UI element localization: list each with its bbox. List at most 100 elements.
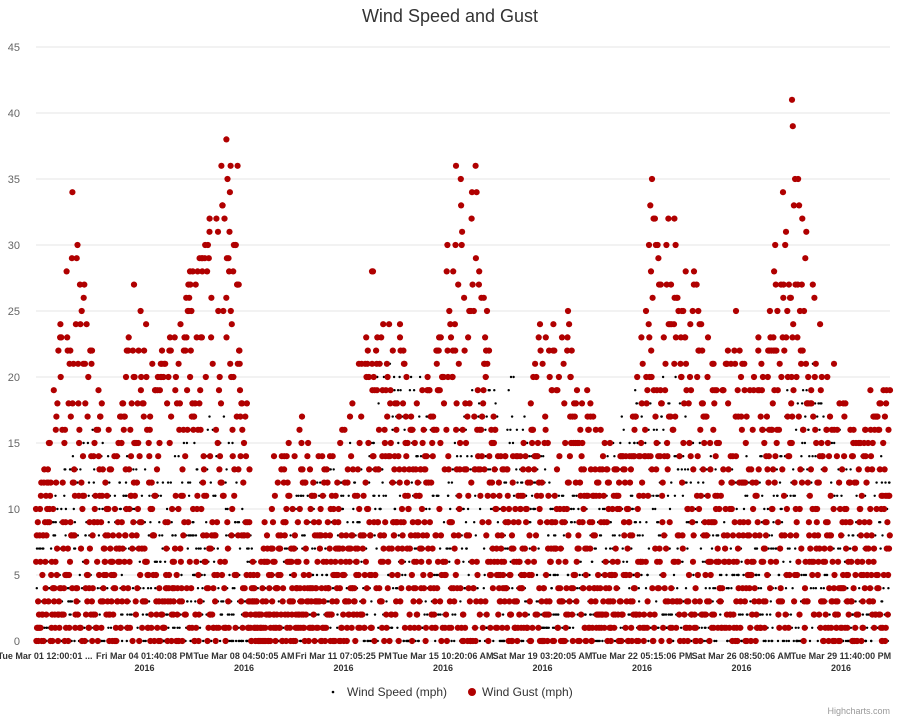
wind-gust-point (610, 598, 616, 604)
wind-speed-point (795, 429, 797, 431)
wind-gust-point (327, 546, 333, 552)
wind-gust-point (235, 466, 241, 472)
wind-gust-point (662, 585, 668, 591)
wind-speed-point (397, 442, 399, 444)
wind-gust-point (421, 585, 427, 591)
wind-gust-point (568, 374, 574, 380)
wind-gust-point (543, 572, 549, 578)
wind-gust-point (359, 612, 365, 618)
wind-gust-point (716, 440, 722, 446)
wind-gust-point (794, 519, 800, 525)
wind-speed-point (302, 495, 304, 497)
wind-gust-point (200, 480, 206, 486)
wind-gust-point (372, 572, 378, 578)
wind-gust-point (365, 348, 371, 354)
wind-gust-point (65, 638, 71, 644)
wind-speed-point (833, 442, 835, 444)
wind-gust-point (784, 506, 790, 512)
wind-speed-point (573, 508, 575, 510)
wind-gust-point (438, 334, 444, 340)
wind-speed-point (55, 521, 57, 523)
wind-gust-point (385, 585, 391, 591)
wind-gust-point (428, 480, 434, 486)
wind-gust-point (426, 387, 432, 393)
wind-speed-point (809, 640, 811, 642)
wind-gust-point (87, 546, 93, 552)
wind-gust-point (484, 361, 490, 367)
wind-speed-point (654, 508, 656, 510)
wind-speed-point (314, 547, 316, 549)
wind-speed-point (647, 574, 649, 576)
wind-gust-point (535, 453, 541, 459)
wind-gust-point (277, 572, 283, 578)
wind-gust-point (337, 585, 343, 591)
wind-gust-point (403, 374, 409, 380)
wind-gust-point (498, 546, 504, 552)
wind-gust-point (446, 308, 452, 314)
wind-gust-point (166, 572, 172, 578)
wind-gust-point (698, 321, 704, 327)
wind-gust-point (441, 400, 447, 406)
wind-gust-point (236, 348, 242, 354)
wind-gust-point (705, 493, 711, 499)
wind-gust-point (655, 255, 661, 261)
wind-gust-point (674, 295, 680, 301)
wind-gust-point (490, 493, 496, 499)
wind-gust-point (98, 519, 104, 525)
wind-speed-point (130, 613, 132, 615)
wind-speed-point (801, 442, 803, 444)
wind-gust-point (562, 440, 568, 446)
wind-gust-point (649, 374, 655, 380)
wind-gust-point (208, 295, 214, 301)
wind-speed-point (609, 547, 611, 549)
wind-speed-point (773, 495, 775, 497)
wind-speed-point (797, 627, 799, 629)
wind-gust-point (781, 282, 787, 288)
wind-gust-point (349, 625, 355, 631)
wind-speed-point (370, 600, 372, 602)
wind-gust-point (504, 466, 510, 472)
wind-gust-point (361, 625, 367, 631)
wind-gust-point (452, 242, 458, 248)
wind-gust-point (384, 625, 390, 631)
x-tick-label: Tue Mar 08 04:50:05 AM (193, 651, 294, 661)
wind-gust-point (157, 638, 163, 644)
wind-gust-point (716, 506, 722, 512)
wind-gust-point (147, 414, 153, 420)
wind-gust-point (58, 374, 64, 380)
wind-speed-point (484, 574, 486, 576)
wind-gust-point (508, 612, 514, 618)
wind-gust-point (124, 598, 130, 604)
wind-gust-point (385, 559, 391, 565)
x-tick-label: Tue Mar 15 10:20:06 AM (392, 651, 493, 661)
wind-gust-point (183, 612, 189, 618)
wind-gust-point (570, 638, 576, 644)
wind-gust-point (61, 440, 67, 446)
wind-gust-point (452, 348, 458, 354)
wind-gust-point (779, 466, 785, 472)
wind-gust-point (67, 559, 73, 565)
wind-gust-point (348, 453, 354, 459)
wind-gust-point (493, 506, 499, 512)
wind-gust-point (687, 374, 693, 380)
wind-gust-point (755, 348, 761, 354)
wind-speed-point (736, 508, 738, 510)
wind-gust-point (405, 440, 411, 446)
wind-gust-point (396, 414, 402, 420)
wind-gust-point (565, 532, 571, 538)
wind-gust-point (794, 572, 800, 578)
wind-gust-point (48, 480, 54, 486)
wind-speed-point (326, 574, 328, 576)
wind-gust-point (196, 612, 202, 618)
wind-gust-point (215, 440, 221, 446)
wind-gust-point (177, 400, 183, 406)
wind-gust-point (213, 216, 219, 222)
wind-speed-point (634, 389, 636, 391)
wind-gust-point (79, 308, 85, 314)
x-tick-label: Fri Mar 11 07:05:25 PM (295, 651, 392, 661)
wind-gust-point (161, 625, 167, 631)
wind-gust-point (545, 440, 551, 446)
wind-speed-point (336, 613, 338, 615)
wind-gust-point (781, 493, 787, 499)
wind-gust-point (805, 598, 811, 604)
